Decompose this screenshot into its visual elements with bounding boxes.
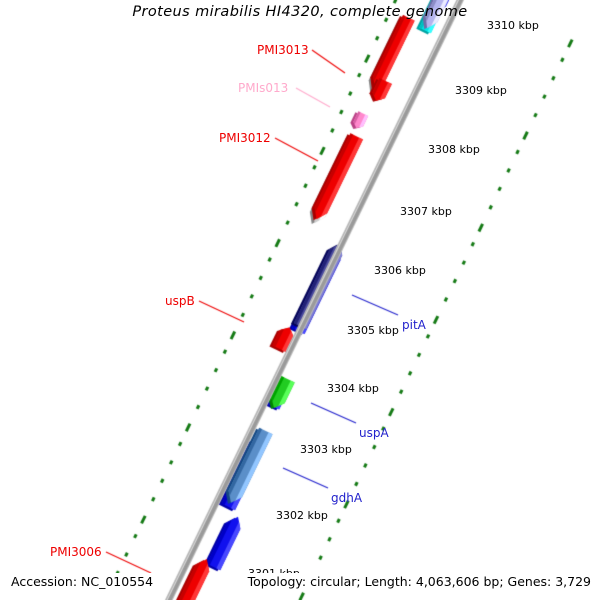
ruler-tick-label: 3306 kbp (374, 264, 426, 277)
gene-label-uspb[interactable]: uspB (165, 294, 195, 308)
ruler-tick-label: 3308 kbp (428, 143, 480, 156)
gene-label-uspa[interactable]: uspA (359, 426, 389, 440)
ruler-tick-label: 3305 kbp (347, 324, 399, 337)
page-title: Proteus mirabilis HI4320, complete genom… (132, 4, 468, 20)
ruler-tick-label: 3301 kbp (248, 567, 300, 580)
gene-label-gdha[interactable]: gdhA (331, 491, 363, 505)
ruler-tick-label: 3304 kbp (327, 382, 379, 395)
ruler-tick-label: 3302 kbp (276, 509, 328, 522)
gene-label-pita[interactable]: pitA (402, 318, 426, 332)
ruler-tick-label: 3309 kbp (455, 84, 507, 97)
gene-label-pmi3013[interactable]: PMI3013 (257, 43, 309, 57)
gene-label-pmis013[interactable]: PMIs013 (238, 81, 289, 95)
gene-label-pmi3012[interactable]: PMI3012 (219, 131, 271, 145)
ruler-tick-label: 3310 kbp (487, 19, 539, 32)
gene-label-pmi3006[interactable]: PMI3006 (50, 545, 102, 559)
ruler-tick-label: 3307 kbp (400, 205, 452, 218)
ruler-tick-label: 3303 kbp (300, 443, 352, 456)
